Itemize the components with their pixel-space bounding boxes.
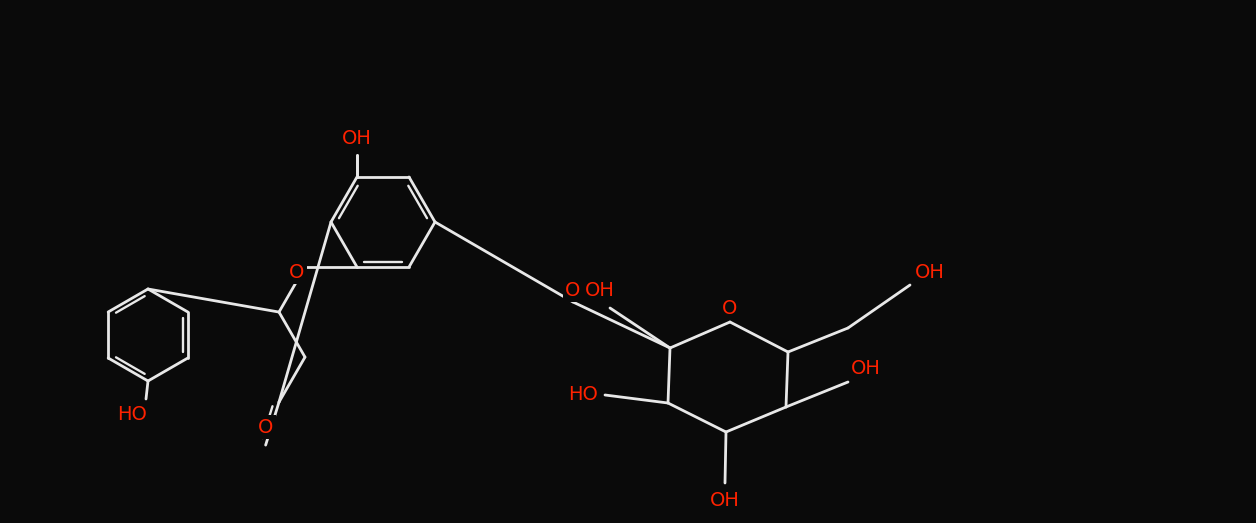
Text: OH: OH	[585, 280, 615, 300]
Text: OH: OH	[852, 358, 880, 378]
Text: OH: OH	[342, 130, 372, 149]
Text: HO: HO	[117, 404, 147, 424]
Text: OH: OH	[710, 492, 740, 510]
Text: O: O	[565, 280, 580, 300]
Text: HO: HO	[568, 385, 598, 404]
Text: O: O	[349, 130, 364, 150]
Text: OH: OH	[916, 264, 945, 282]
Text: O: O	[257, 417, 274, 437]
Text: O: O	[289, 263, 305, 281]
Text: O: O	[722, 299, 737, 317]
